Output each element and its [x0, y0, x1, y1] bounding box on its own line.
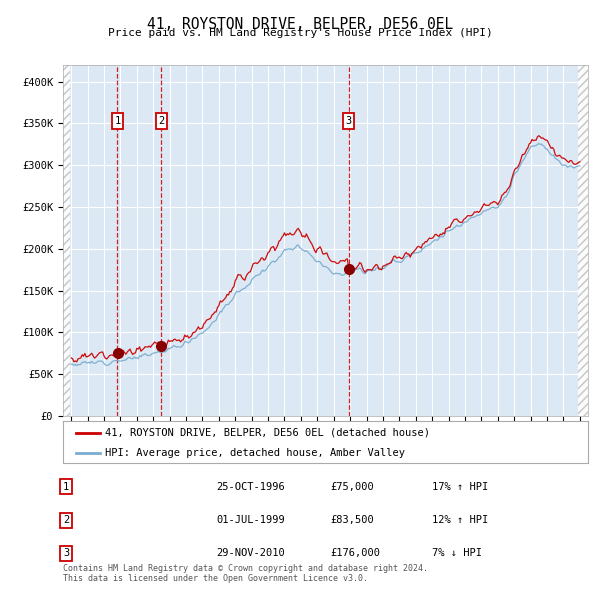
- Text: Contains HM Land Registry data © Crown copyright and database right 2024.
This d: Contains HM Land Registry data © Crown c…: [63, 563, 428, 583]
- Text: 41, ROYSTON DRIVE, BELPER, DE56 0EL (detached house): 41, ROYSTON DRIVE, BELPER, DE56 0EL (det…: [105, 428, 430, 438]
- Text: 01-JUL-1999: 01-JUL-1999: [216, 516, 285, 525]
- Text: 7% ↓ HPI: 7% ↓ HPI: [432, 549, 482, 558]
- Text: HPI: Average price, detached house, Amber Valley: HPI: Average price, detached house, Ambe…: [105, 448, 405, 457]
- Bar: [63, 65, 70, 416]
- Text: 1: 1: [115, 116, 121, 126]
- Text: 29-NOV-2010: 29-NOV-2010: [216, 549, 285, 558]
- Text: 25-OCT-1996: 25-OCT-1996: [216, 482, 285, 491]
- Text: 41, ROYSTON DRIVE, BELPER, DE56 0EL: 41, ROYSTON DRIVE, BELPER, DE56 0EL: [147, 17, 453, 31]
- Text: 2: 2: [63, 516, 69, 525]
- Text: £83,500: £83,500: [330, 516, 374, 525]
- Text: 2: 2: [158, 116, 164, 126]
- Text: £176,000: £176,000: [330, 549, 380, 558]
- Text: 12% ↑ HPI: 12% ↑ HPI: [432, 516, 488, 525]
- Text: 3: 3: [63, 549, 69, 558]
- Text: Price paid vs. HM Land Registry's House Price Index (HPI): Price paid vs. HM Land Registry's House …: [107, 28, 493, 38]
- Text: £75,000: £75,000: [330, 482, 374, 491]
- Text: 17% ↑ HPI: 17% ↑ HPI: [432, 482, 488, 491]
- Bar: [578, 65, 588, 416]
- Text: 3: 3: [346, 116, 352, 126]
- Text: 1: 1: [63, 482, 69, 491]
